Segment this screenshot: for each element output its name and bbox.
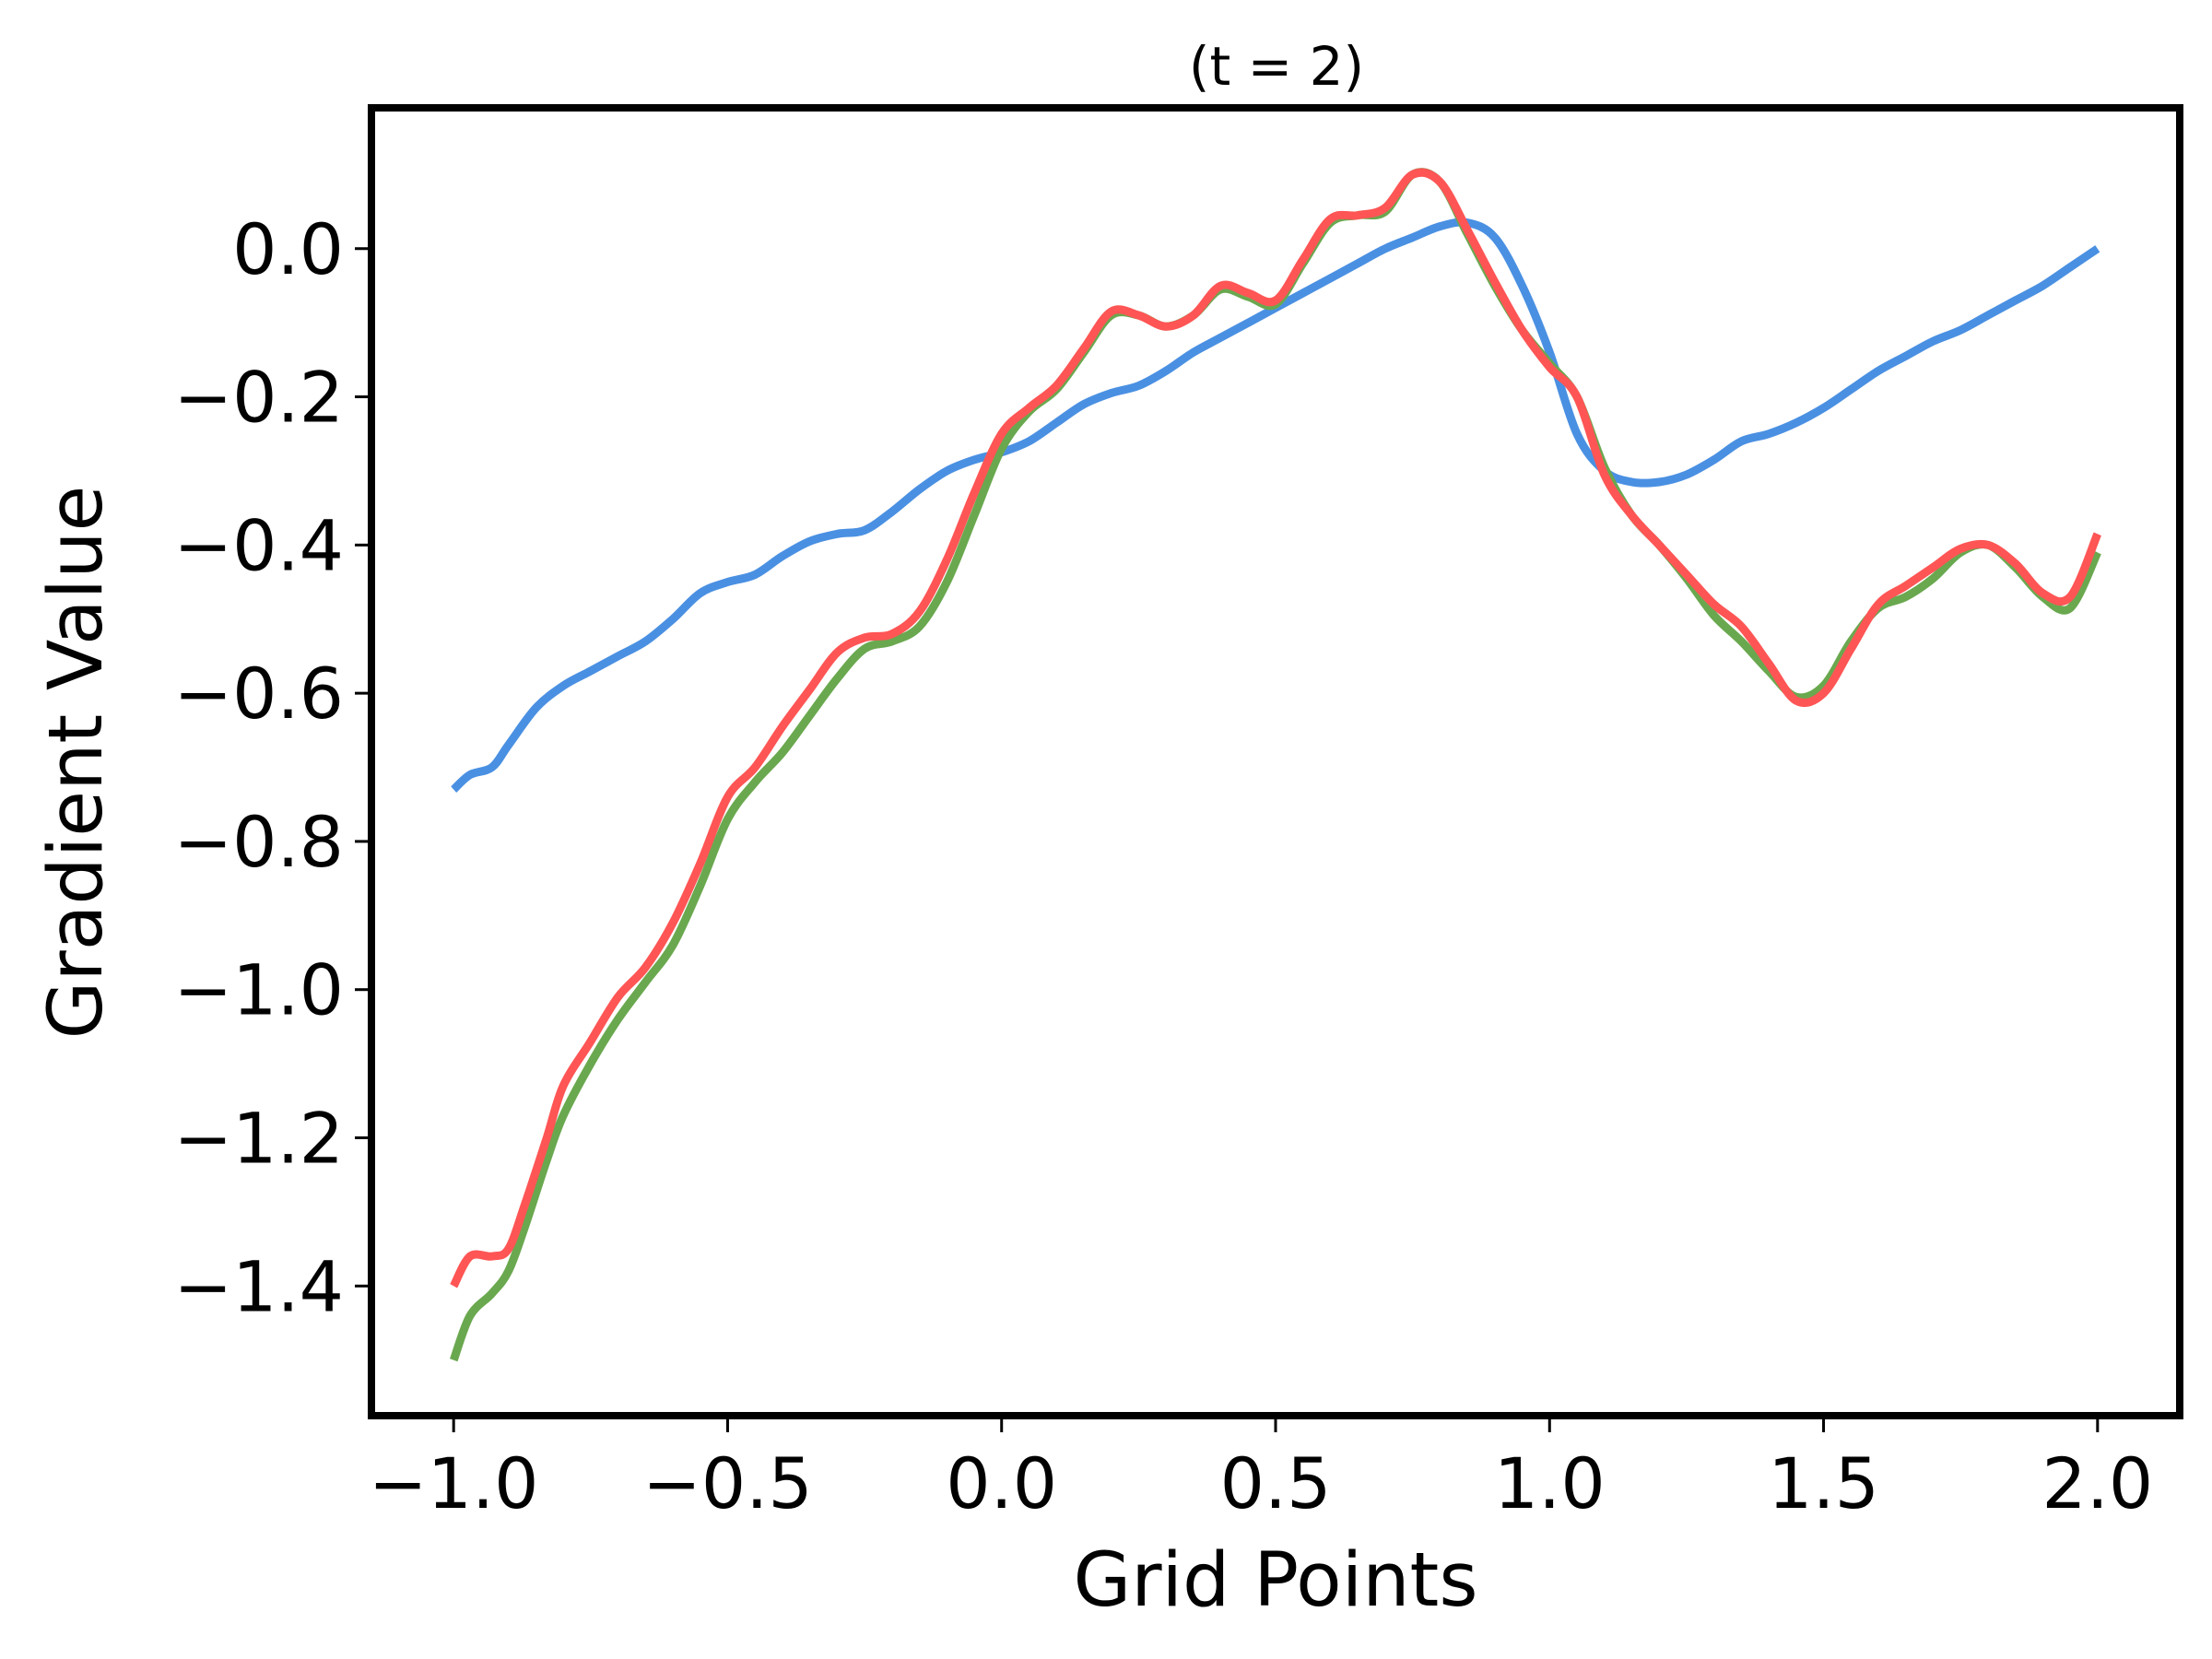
x-tick-label: −0.5 <box>642 1442 813 1524</box>
x-tick-label: 1.0 <box>1494 1442 1606 1524</box>
x-tick-label: 2.0 <box>2041 1442 2153 1524</box>
x-axis-ticks: −1.0 −0.5 0.0 0.5 1.0 1.5 2.0 <box>369 1419 2153 1524</box>
y-tick-label: 0.0 <box>232 208 344 290</box>
y-tick-label: −1.4 <box>173 1245 344 1327</box>
y-tick-label: −0.2 <box>173 357 344 439</box>
x-tick-label: 1.5 <box>1768 1442 1879 1524</box>
y-axis-label: Gradient Value <box>33 486 120 1040</box>
series-line-3 <box>450 168 2101 1288</box>
y-tick-label: −0.4 <box>173 504 344 586</box>
x-tick-label: 0.0 <box>946 1442 1057 1524</box>
x-tick-label: −1.0 <box>369 1442 539 1524</box>
y-tick-label: −1.2 <box>173 1098 344 1180</box>
chart-title: (t = 2) <box>1189 35 1364 98</box>
y-tick-label: −0.6 <box>173 653 344 735</box>
y-tick-label: −0.8 <box>173 801 344 883</box>
series-line-1 <box>451 218 2100 793</box>
x-axis-label: Grid Points <box>1073 1537 1477 1624</box>
y-axis-ticks: 0.0 −0.2 −0.4 −0.6 −0.8 −1.0 −1.2 −1.4 <box>173 208 368 1327</box>
plot-frame <box>368 104 2183 1419</box>
y-tick-label: −1.0 <box>173 949 344 1031</box>
series-layer <box>449 168 2101 1362</box>
x-tick-label: 0.5 <box>1220 1442 1332 1524</box>
